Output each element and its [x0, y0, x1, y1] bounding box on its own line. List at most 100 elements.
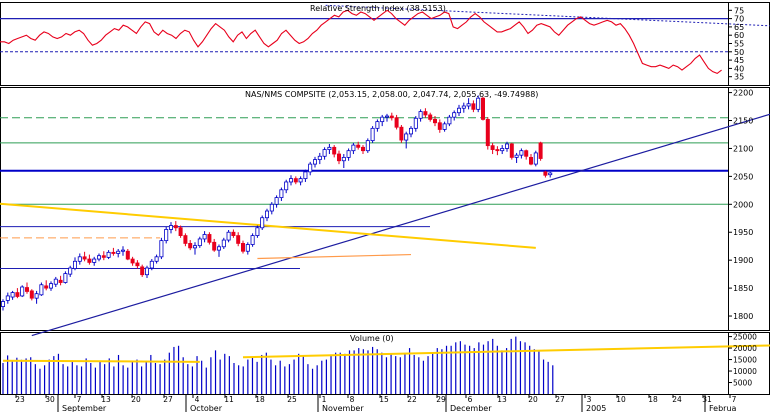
day-label: 7: [732, 395, 737, 404]
volume-average-0: [2, 359, 200, 363]
day-label: 18: [255, 395, 265, 404]
candle-body: [380, 116, 385, 123]
candle-body: [519, 150, 524, 156]
price-tick-label: 2150: [733, 117, 753, 126]
volume-tick-label: 5000: [733, 379, 752, 388]
rsi-title: Relative Strength Index (38.5153): [310, 4, 446, 13]
panel-frame-0: [0, 2, 770, 86]
day-label: 7: [77, 395, 82, 404]
month-label: October: [190, 404, 223, 412]
candle-body: [399, 126, 404, 141]
price-trendline-2: [257, 253, 412, 260]
volume-tick-label: 20000: [733, 344, 757, 353]
candle-body: [264, 210, 269, 219]
candle-body: [524, 150, 529, 157]
candle-body: [144, 267, 149, 276]
volume-tick-label: 25000: [733, 333, 757, 342]
volume-tick-label: 10000: [733, 367, 757, 376]
month-label: September: [62, 404, 107, 412]
candle-body: [207, 234, 212, 243]
day-label: 23: [15, 395, 25, 404]
candle-body: [298, 178, 303, 183]
candle-body: [332, 146, 337, 155]
day-label: 29: [436, 395, 446, 404]
day-label: 1: [322, 395, 327, 404]
candle-body: [456, 107, 461, 114]
volume-tick-label: 15000: [733, 356, 757, 365]
price-trendline-1: [0, 202, 536, 249]
candle-body: [504, 143, 509, 149]
candle-body: [68, 267, 73, 275]
candle-body: [480, 97, 485, 120]
candle-body: [63, 273, 68, 283]
price-tick-label: 2200: [733, 89, 753, 98]
price-tick-label: 1950: [733, 228, 753, 237]
candle-body: [476, 97, 481, 110]
candle-body: [312, 159, 317, 165]
rsi-line: [0, 9, 722, 75]
candle-body: [351, 144, 356, 152]
candle-body: [245, 244, 250, 252]
candle-body: [356, 144, 361, 148]
candle-body: [336, 153, 341, 162]
candle-body: [44, 285, 49, 289]
day-label: 4: [195, 395, 200, 404]
candle-body: [159, 240, 164, 258]
candle-body: [168, 225, 173, 230]
candle-body: [24, 287, 29, 292]
candle-body: [116, 250, 121, 254]
price-tick-label: 1900: [733, 256, 753, 265]
day-label: 6: [468, 395, 473, 404]
candle-body: [82, 256, 87, 260]
panel-frame-2: [0, 332, 770, 395]
candle-body: [0, 301, 6, 307]
candle-body: [317, 155, 322, 161]
candle-body: [346, 150, 351, 158]
candle-body: [360, 146, 365, 152]
candle-body: [125, 250, 130, 260]
candle-body: [423, 111, 428, 116]
candle-body: [548, 172, 553, 176]
rsi-panel: [0, 4, 770, 75]
panel-frame-1: [0, 87, 770, 331]
candle-body: [260, 217, 265, 229]
candle-body: [293, 178, 298, 183]
candle-body: [437, 122, 442, 130]
price-tick-label: 2100: [733, 144, 753, 153]
price-tick-label: 2000: [733, 200, 753, 209]
rsi-tick-label: 40: [734, 64, 744, 73]
rsi-tick-label: 60: [734, 31, 744, 40]
candle-body: [509, 143, 514, 158]
candle-body: [461, 105, 466, 109]
candle-body: [106, 251, 111, 258]
candle-body: [384, 115, 389, 118]
candle-body: [111, 251, 116, 254]
day-label: 25: [287, 395, 297, 404]
candle-body: [101, 255, 106, 258]
rsi-tick-label: 70: [734, 15, 744, 24]
rsi-tick-label: 45: [734, 56, 744, 65]
candle-body: [485, 119, 490, 147]
candle-body: [15, 292, 20, 297]
candle-body: [471, 103, 476, 110]
rsi-tick-label: 65: [734, 23, 744, 32]
day-label: 27: [163, 395, 173, 404]
candle-body: [49, 283, 54, 289]
candle-body: [533, 152, 538, 165]
candle-body: [495, 149, 500, 152]
price-title: NAS/NMS COMPSITE (2,053.15, 2,058.00, 2,…: [245, 90, 538, 99]
candle-body: [432, 119, 437, 124]
day-label: 13: [101, 395, 111, 404]
candle-body: [92, 258, 97, 263]
candle-body: [322, 149, 327, 157]
candle-body: [466, 103, 471, 107]
price-panel: [0, 95, 770, 337]
volume-average-1: [242, 344, 770, 359]
day-label: 27: [555, 395, 565, 404]
day-label: 18: [648, 395, 658, 404]
day-label: 20: [131, 395, 141, 404]
candle-body: [240, 243, 245, 252]
candle-body: [154, 256, 159, 262]
candle-body: [269, 203, 274, 212]
